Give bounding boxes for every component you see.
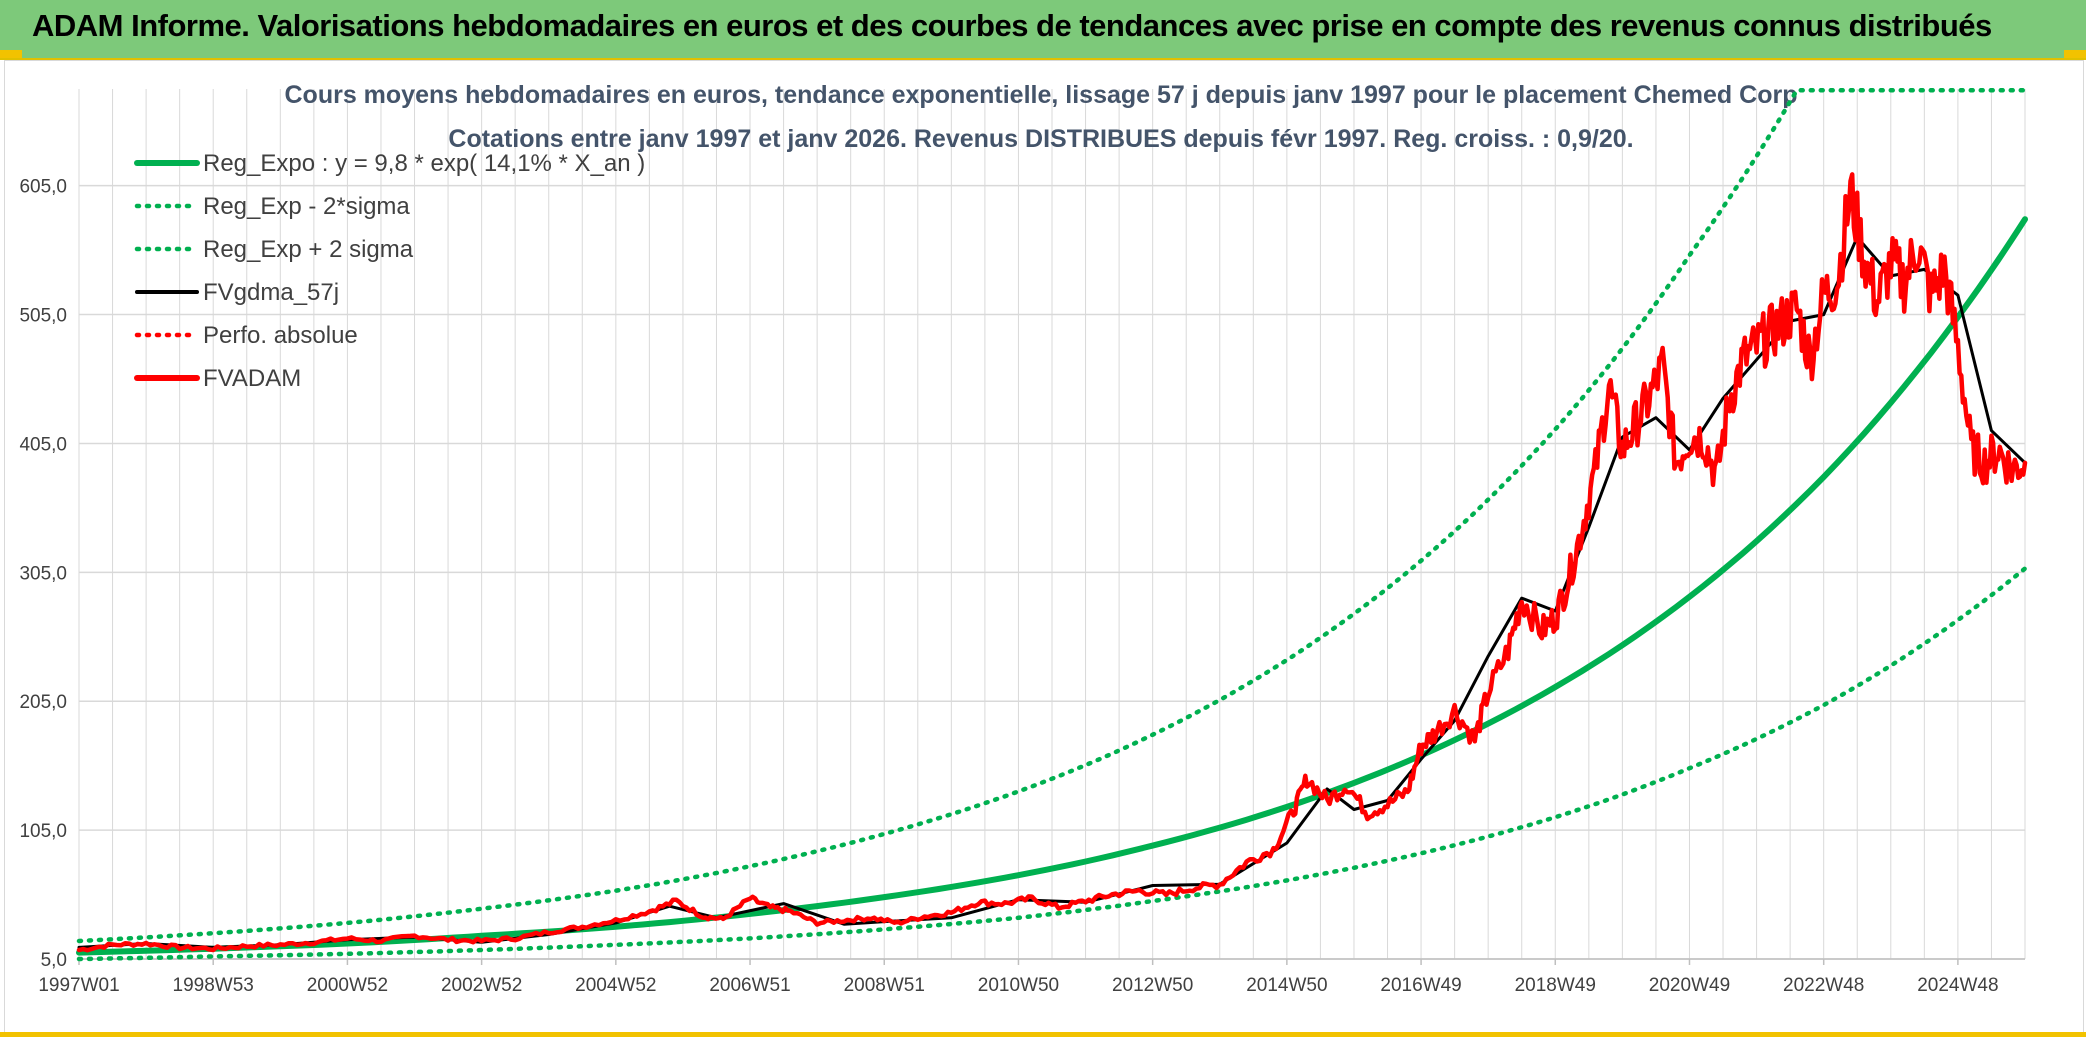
series-lines [76, 88, 2028, 962]
y-tick-label: 305,0 [19, 563, 67, 584]
x-tick-label: 1998W53 [173, 975, 254, 996]
legend-label: FVADAM [203, 365, 301, 392]
x-axis-ticks: 1997W01 1998W53 2000W52 2002W52 2004W52 2006W… [38, 959, 1999, 996]
x-tick-label: 2010W50 [978, 975, 1059, 996]
series-reg-plus-2sigma [76, 88, 2028, 944]
series-reg-minus-2sigma [76, 566, 2028, 962]
y-tick-label: 505,0 [19, 306, 67, 327]
corner-accent-right [2064, 50, 2086, 58]
x-tick-label: 2000W52 [307, 975, 388, 996]
legend-entry: Perfo. absolue [134, 322, 358, 349]
x-tick-label: 2018W49 [1515, 975, 1596, 996]
x-tick-label: 2012W50 [1112, 975, 1193, 996]
y-tick-label: 605,0 [19, 177, 67, 198]
x-tick-label: 2024W48 [1917, 975, 1998, 996]
chart-title-line1: Cours moyens hebdomadaires en euros, ten… [285, 81, 1798, 109]
corner-accent-left [0, 50, 22, 58]
x-tick-label: 2006W51 [709, 975, 790, 996]
banner-title: ADAM Informe. Valorisations hebdomadaire… [32, 8, 1992, 43]
legend-entry: Reg_Exp + 2 sigma [134, 236, 414, 263]
legend-label: Reg_Exp - 2*sigma [203, 193, 410, 220]
legend-entry: FVgdma_57j [135, 279, 339, 306]
x-tick-label: 2004W52 [575, 975, 656, 996]
x-tick-label: 2022W48 [1783, 975, 1864, 996]
y-axis-ticks: 5,0 105,0 205,0 305,0 405,0 505,0 605,0 [19, 177, 67, 971]
legend: Reg_Expo : y = 9,8 * exp( 14,1% * X_an )… [134, 150, 645, 392]
x-tick-label: 2016W49 [1380, 975, 1461, 996]
x-tick-label: 2002W52 [441, 975, 522, 996]
legend-label: Reg_Exp + 2 sigma [203, 236, 414, 263]
x-tick-label: 2020W49 [1649, 975, 1730, 996]
chart-svg: Cours moyens hebdomadaires en euros, ten… [19, 81, 2028, 996]
y-tick-label: 205,0 [19, 692, 67, 713]
series-fvadam [76, 172, 2028, 953]
legend-label: FVgdma_57j [203, 279, 339, 306]
legend-label: Reg_Expo : y = 9,8 * exp( 14,1% * X_an ) [203, 150, 645, 177]
chart-title-line2: Cotations entre janv 1997 et janv 2026. … [448, 125, 1633, 153]
series-reg-expo [76, 216, 2028, 956]
bottom-accent-strip [0, 1032, 2086, 1037]
y-tick-label: 5,0 [41, 950, 67, 971]
legend-entry: Reg_Expo : y = 9,8 * exp( 14,1% * X_an ) [134, 150, 645, 177]
header-banner: ADAM Informe. Valorisations hebdomadaire… [0, 0, 2086, 60]
x-tick-label: 1997W01 [38, 975, 119, 996]
y-tick-label: 105,0 [19, 821, 67, 842]
legend-entry: Reg_Exp - 2*sigma [134, 193, 410, 220]
legend-entry: FVADAM [134, 365, 301, 392]
x-tick-label: 2014W50 [1246, 975, 1327, 996]
x-tick-label: 2008W51 [844, 975, 925, 996]
chart-area: Cours moyens hebdomadaires en euros, ten… [4, 60, 2084, 1034]
legend-label: Perfo. absolue [203, 322, 358, 349]
y-tick-label: 405,0 [19, 434, 67, 455]
